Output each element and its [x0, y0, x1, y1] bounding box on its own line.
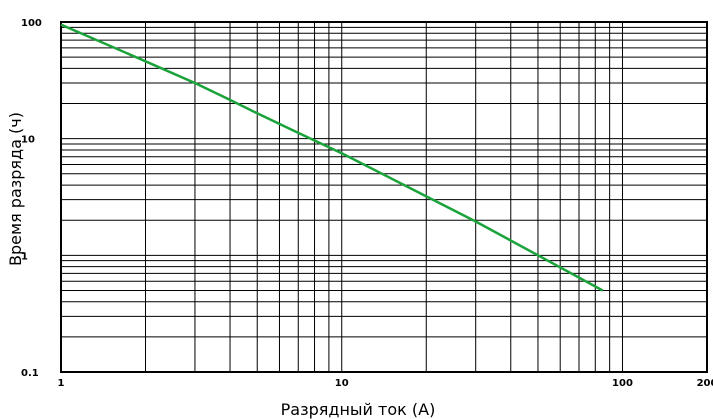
series-line — [60, 23, 604, 292]
y-tick-label: 100 — [21, 18, 42, 29]
series-group — [60, 23, 604, 292]
x-tick-label: 200 — [697, 378, 713, 389]
y-tick-labels: 100 10 1 0.1 — [21, 18, 42, 379]
y-tick-label: 0.1 — [21, 368, 39, 379]
x-axis-label: Разрядный ток (А) — [281, 400, 436, 419]
x-tick-label: 1 — [58, 378, 65, 389]
y-axis-label: Время разряда (ч) — [6, 112, 25, 266]
y-tick-label: 10 — [21, 135, 35, 146]
x-tick-labels: 1 10 100 200 — [58, 378, 713, 389]
x-tick-label: 100 — [612, 378, 633, 389]
x-tick-label: 10 — [335, 378, 349, 389]
plot-frame — [60, 21, 708, 373]
y-tick-label: 1 — [21, 251, 28, 262]
grid-lines — [60, 22, 708, 373]
